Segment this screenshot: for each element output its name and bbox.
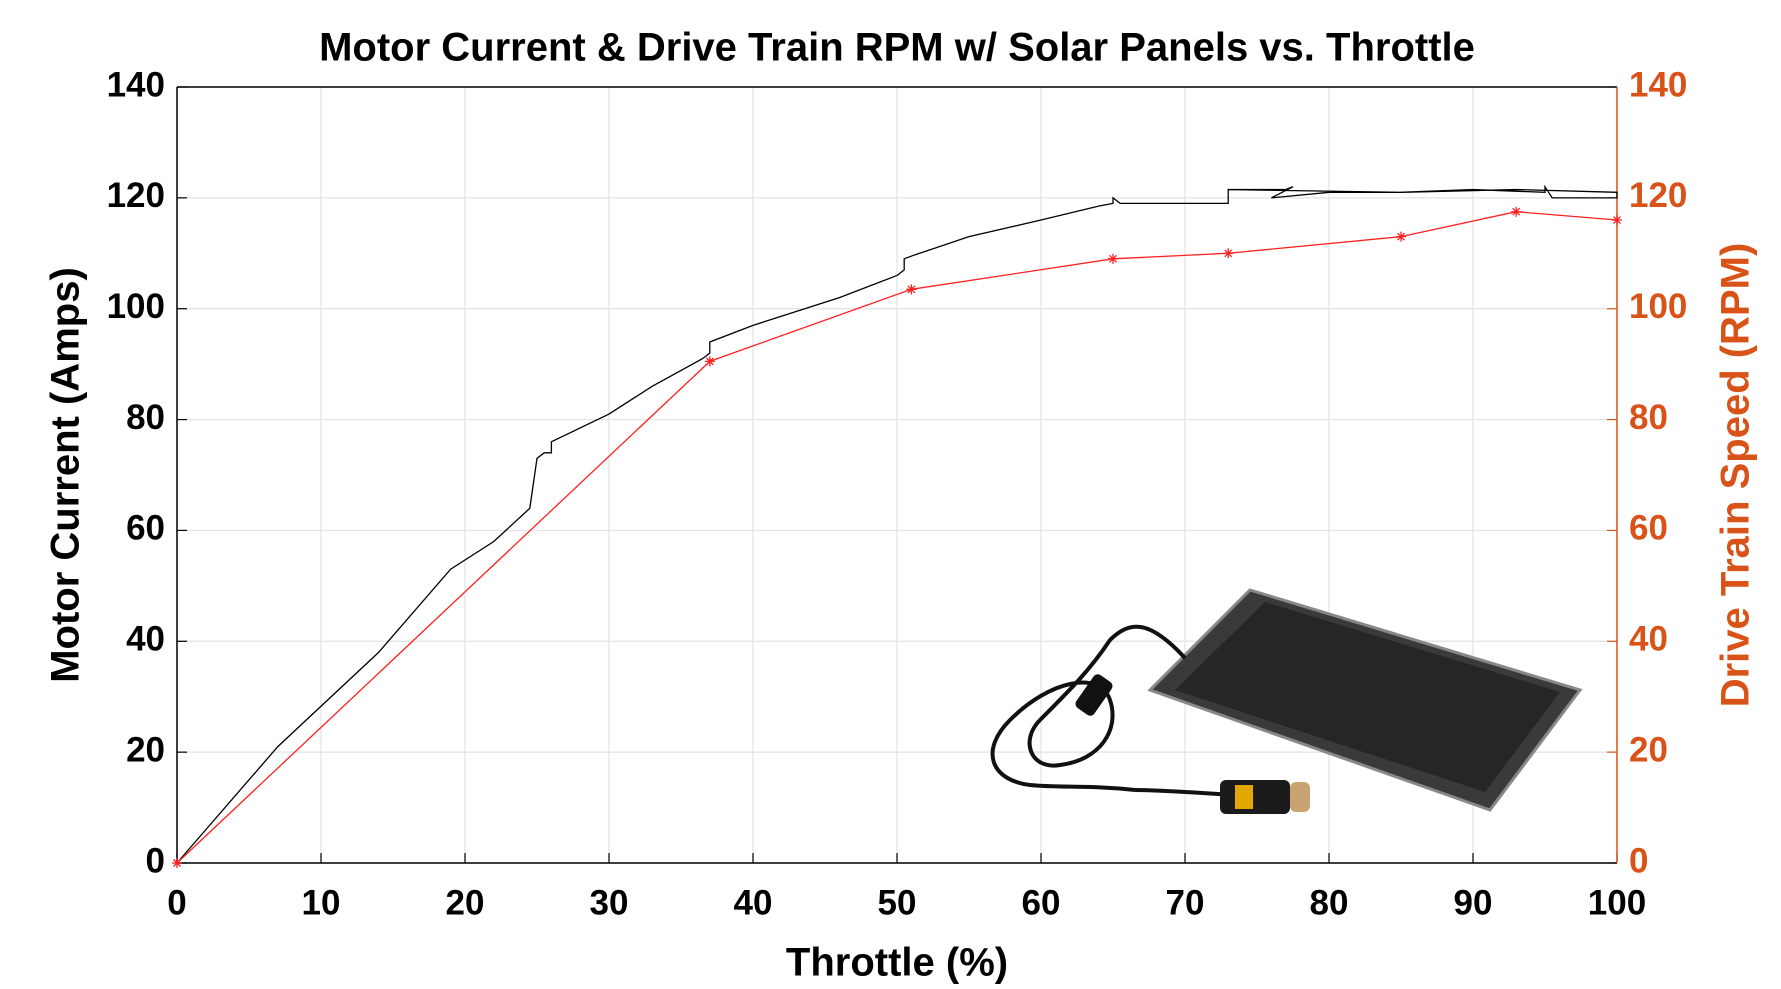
x-tick-label: 20	[446, 883, 485, 922]
y2-tick-label: 20	[1629, 730, 1668, 769]
tablet-photo	[990, 588, 1583, 814]
x-tick-label: 70	[1166, 883, 1205, 922]
star-marker	[1511, 206, 1522, 217]
y2-axis-label: Drive Train Speed (RPM)	[1714, 243, 1758, 708]
x-axis-label: Throttle (%)	[786, 941, 1008, 985]
x-tick-label: 100	[1588, 883, 1646, 922]
y-tick-label: 20	[126, 730, 165, 769]
y-tick-label: 40	[126, 620, 165, 659]
y2-tick-label: 0	[1629, 841, 1648, 880]
star-marker	[704, 356, 715, 367]
y-tick-label: 140	[107, 65, 165, 104]
y2-tick-label: 80	[1629, 398, 1668, 437]
star-marker	[906, 284, 917, 295]
y2-tick-label: 40	[1629, 620, 1668, 659]
y2-tick-label: 100	[1629, 287, 1687, 326]
y2-tick-label: 140	[1629, 65, 1687, 104]
x-tick-label: 60	[1022, 883, 1061, 922]
x-tick-label: 50	[878, 883, 917, 922]
star-marker	[1108, 253, 1118, 264]
x-tick-label: 0	[167, 883, 186, 922]
x-tick-label: 40	[734, 883, 773, 922]
y-tick-label: 120	[107, 176, 165, 215]
series-line	[176, 184, 1618, 864]
star-marker	[1612, 215, 1622, 226]
y-axis-label: Motor Current (Amps)	[44, 267, 88, 683]
y-tick-label: 80	[126, 398, 165, 437]
y2-tick-label: 120	[1629, 176, 1687, 215]
y-tick-label: 0	[146, 841, 165, 880]
star-marker	[1396, 231, 1406, 242]
x-tick-label: 90	[1454, 883, 1493, 922]
x-tick-label: 30	[590, 883, 629, 922]
star-marker	[1223, 248, 1234, 259]
series-line	[176, 211, 1618, 864]
y-tick-label: 100	[107, 287, 165, 326]
y-tick-label: 60	[126, 509, 165, 548]
chart-title: Motor Current & Drive Train RPM w/ Solar…	[319, 26, 1475, 70]
star-marker	[172, 858, 182, 868]
x-tick-label: 10	[302, 883, 341, 922]
y2-tick-label: 60	[1629, 509, 1668, 548]
x-tick-label: 80	[1310, 883, 1349, 922]
